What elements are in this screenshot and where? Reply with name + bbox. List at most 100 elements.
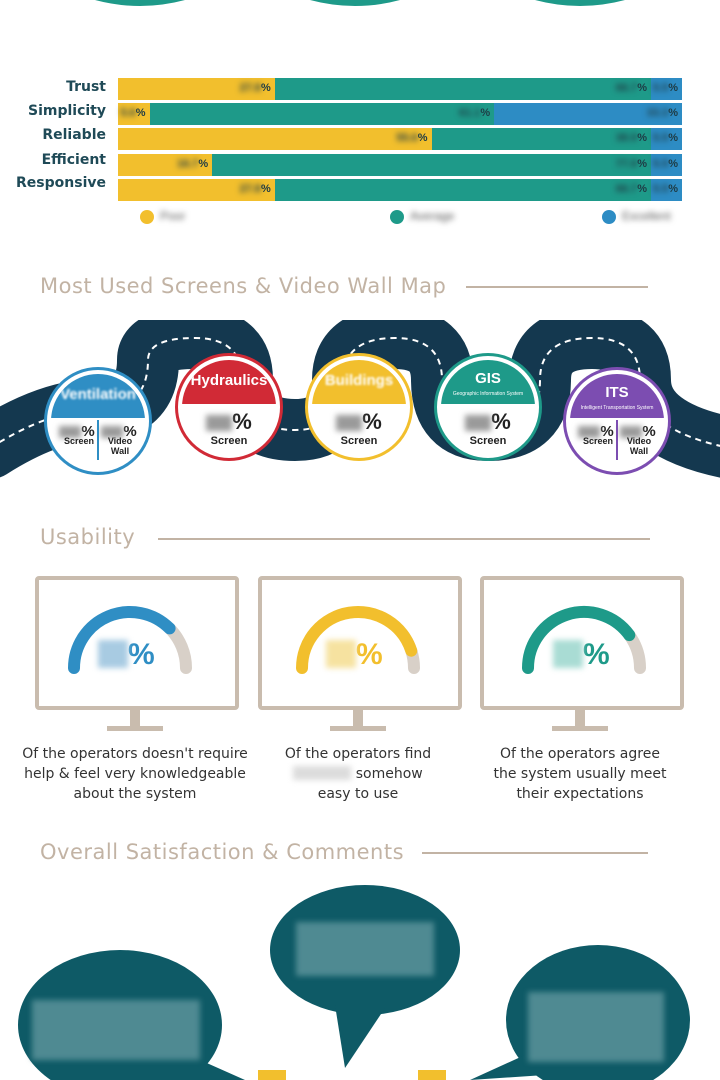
bar-segment: 66.7% <box>274 78 651 100</box>
circle-header <box>570 374 664 418</box>
legend-label: Average <box>410 209 455 223</box>
segment-label: 38.9% <box>615 132 647 144</box>
comment-text <box>296 922 434 976</box>
screen-pct: % <box>312 409 406 435</box>
bar-segment: 77.8% <box>212 154 651 176</box>
comment-text <box>32 1000 200 1060</box>
legend-dot-poor <box>140 210 154 224</box>
monitor-frame <box>258 576 462 710</box>
bar-segment: 27.8% <box>118 179 275 201</box>
section-divider <box>466 286 648 288</box>
segment-label: 5.5% <box>652 132 678 144</box>
segment-label: 66.7% <box>615 82 647 94</box>
screen-pct: % <box>57 423 97 440</box>
bar-segment: 5.5% <box>650 179 682 201</box>
gauge-caption: Of the operators doesn't require help & f… <box>22 746 248 802</box>
gauge-pct: % <box>98 638 155 672</box>
monitor-base <box>552 726 608 731</box>
segment-label: 16.7% <box>176 158 209 170</box>
circle-header <box>51 374 145 418</box>
row-label: Efficient <box>41 152 106 168</box>
monitor-stand <box>353 710 363 728</box>
monitor-base <box>330 726 386 731</box>
rating-bar: 27.8% 66.7% 5.5% <box>118 78 682 100</box>
monitor-stand <box>575 710 585 728</box>
screen-name: GIS <box>475 370 501 387</box>
road-graphic <box>0 320 720 478</box>
screen-pct: % <box>182 409 276 435</box>
segment-label: 5.6% <box>120 107 146 119</box>
row-label: Simplicity <box>27 103 106 119</box>
gauge-caption: Of the operators agree the system usually… <box>493 746 667 802</box>
screen-name: Hydraulics <box>190 372 268 389</box>
bar-segment: 5.5% <box>650 128 682 150</box>
segment-label: 33.3% <box>646 107 678 119</box>
section-title-usability: Usability <box>40 525 136 549</box>
screen-pct: % <box>441 409 535 435</box>
segment-label: 5.5% <box>652 158 678 170</box>
bar-segment: 5.5% <box>650 78 682 100</box>
screen-label: Screen <box>340 435 378 447</box>
screen-circle-gis: GIS Geographic Information System % Scre… <box>437 356 539 458</box>
circle-header <box>312 360 406 404</box>
screen-circle-ventilation: Ventilation % % Screen Video Wall <box>47 370 149 472</box>
screen-name: Buildings <box>324 372 394 389</box>
monitor-frame <box>35 576 239 710</box>
screen-label: Screen <box>63 436 95 446</box>
segment-label: 5.5% <box>652 183 678 195</box>
bar-segment: 5.5% <box>650 154 682 176</box>
row-label: Responsive <box>16 175 106 191</box>
screen-circle-its: ITS Intelligent Transportation System % … <box>566 370 668 472</box>
gauge-arc <box>296 606 420 674</box>
bar-segment: 5.6% <box>118 103 150 125</box>
bar-segment: 55.6% <box>118 128 432 150</box>
bar-segment: 38.9% <box>431 128 651 150</box>
section-title-satisfaction: Overall Satisfaction & Comments <box>40 840 405 864</box>
segment-label: 55.6% <box>396 132 428 144</box>
segment-label: 27.8% <box>239 82 271 94</box>
bar-segment: 33.3% <box>494 103 682 125</box>
monitor-stand <box>130 710 140 728</box>
row-label: Trust <box>66 79 106 95</box>
segment-label: 77.8% <box>615 158 647 170</box>
row-label: Reliable <box>42 127 106 143</box>
rating-bar: 5.6% 61.1% 33.3% <box>118 103 682 125</box>
legend-dot-average <box>390 210 404 224</box>
video-wall-pct: % <box>618 423 658 440</box>
gauge-arc <box>522 606 646 674</box>
screen-subtitle: Intelligent Transportation System <box>580 405 654 411</box>
screen-subtitle: Geographic Information System <box>452 391 524 397</box>
screen-label: Screen <box>469 435 507 447</box>
screen-name: Ventilation <box>60 386 136 403</box>
bar-segment: 66.7% <box>274 179 651 201</box>
screen-name: ITS <box>605 384 629 401</box>
bar-segment: 27.8% <box>118 78 275 100</box>
rating-bar: 16.7% 77.8% 5.5% <box>118 154 682 176</box>
screen-circle-buildings: Buildings % Screen <box>308 356 410 458</box>
video-wall-label: Video Wall <box>107 436 133 456</box>
segment-label: 66.7% <box>615 183 647 195</box>
screen-pct: % <box>576 423 616 440</box>
top-decor <box>95 0 625 6</box>
screen-label: Screen <box>582 436 614 446</box>
section-title-screens: Most Used Screens & Video Wall Map <box>40 274 447 298</box>
segment-label: 27.8% <box>239 183 271 195</box>
rating-bar: 27.8% 66.7% 5.5% <box>118 179 682 201</box>
segment-label: 61.1% <box>458 107 491 119</box>
section-divider <box>158 538 650 540</box>
video-wall-label: Video Wall <box>626 436 652 456</box>
gauge-arc <box>68 606 192 674</box>
circle-header <box>182 360 276 404</box>
section-divider <box>422 852 648 854</box>
circle-header <box>441 360 535 404</box>
comment-text <box>528 992 664 1062</box>
rating-bar: 55.6% 38.9% 5.5% <box>118 128 682 150</box>
bar-segment: 61.1% <box>149 103 495 125</box>
video-wall-pct: % <box>99 423 139 440</box>
screen-label: Screen <box>210 435 248 447</box>
gauge-pct: % <box>326 638 383 672</box>
legend-dot-excellent <box>602 210 616 224</box>
bar-segment: 16.7% <box>118 154 213 176</box>
legend-label: Excellent <box>622 209 671 223</box>
legend-label: Poor <box>160 209 186 223</box>
